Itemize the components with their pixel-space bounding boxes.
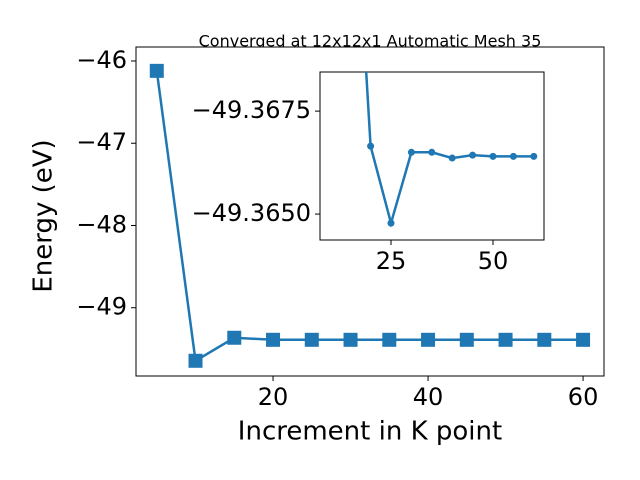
y-tick-label: −48: [76, 210, 127, 238]
marker: [498, 332, 513, 347]
marker: [266, 332, 281, 347]
y-tick-label: −49.3650: [192, 199, 311, 227]
marker: [149, 63, 164, 78]
x-tick-label: 50: [478, 247, 509, 275]
chart-title: Converged at 12x12x1 Automatic Mesh 35: [199, 32, 542, 51]
x-tick-label: 25: [376, 247, 407, 275]
marker: [509, 152, 517, 160]
marker: [227, 330, 242, 345]
marker: [188, 353, 203, 368]
marker: [469, 151, 477, 159]
marker: [382, 332, 397, 347]
plot-area: [364, 72, 538, 228]
marker: [448, 154, 456, 162]
marker: [421, 332, 436, 347]
marker: [459, 332, 474, 347]
y-tick-label: −46: [76, 46, 127, 74]
marker: [387, 219, 395, 227]
marker: [489, 152, 497, 160]
marker: [343, 332, 358, 347]
y-axis-label: Energy (eV): [29, 139, 59, 292]
y-tick-label: −49: [76, 293, 127, 321]
marker: [530, 152, 538, 160]
marker: [367, 142, 375, 150]
series-line: [364, 72, 534, 228]
marker: [537, 332, 552, 347]
x-tick-label: 40: [413, 383, 444, 411]
marker: [407, 148, 415, 156]
marker: [576, 332, 591, 347]
x-tick-label: 20: [258, 383, 289, 411]
plot-area: [149, 63, 591, 368]
marker: [428, 148, 436, 156]
x-tick-label: 60: [568, 383, 599, 411]
marker: [304, 332, 319, 347]
y-tick-label: −49.3675: [192, 96, 311, 124]
y-tick-label: −47: [76, 128, 127, 156]
x-axis-label: Increment in K point: [238, 417, 502, 447]
